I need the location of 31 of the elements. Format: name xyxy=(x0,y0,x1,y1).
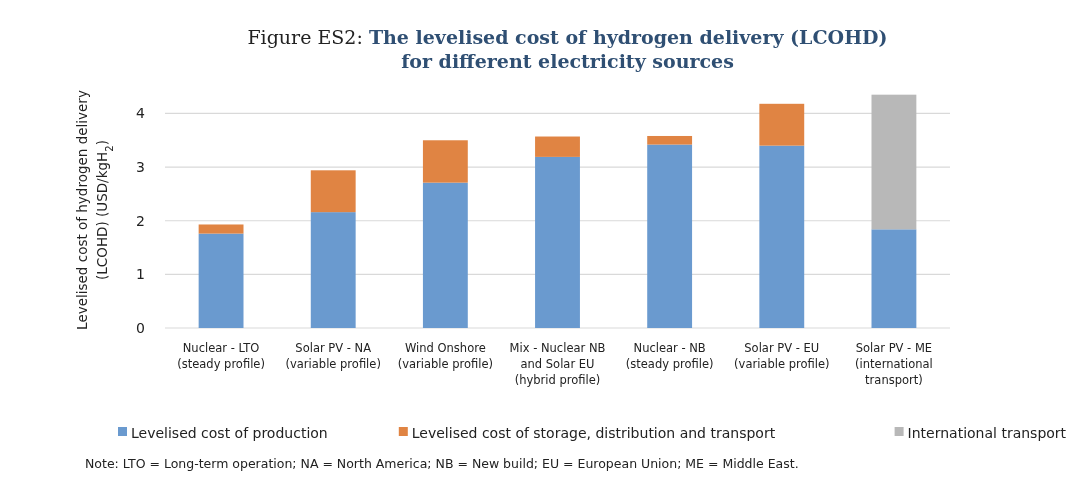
bar xyxy=(198,233,244,328)
y-tick-label: 0 xyxy=(136,319,145,336)
bar xyxy=(871,94,917,230)
x-tick-label: Nuclear - LTO (steady profile) xyxy=(177,341,265,371)
bar xyxy=(310,170,356,213)
bar xyxy=(871,229,917,328)
y-tick-label: 3 xyxy=(136,158,145,175)
x-tick-label: Solar PV - EU (variable profile) xyxy=(734,341,830,371)
x-tick-label: Solar PV - ME (international transport) xyxy=(855,341,933,387)
chart-title: Figure ES2: The levelised cost of hydrogen delivery (LCOHD) for different electricity sources xyxy=(247,26,888,72)
bar xyxy=(422,140,468,183)
bar xyxy=(759,145,805,328)
y-tick-label: 2 xyxy=(136,212,145,229)
x-tick-label: Mix - Nuclear NB and Solar EU (hybrid profile) xyxy=(509,341,606,387)
bar xyxy=(647,144,693,328)
legend-label: Levelised cost of storage, distribution and transport xyxy=(411,424,776,441)
y-tick-label: 4 xyxy=(136,105,146,122)
legend-label: International transport xyxy=(907,424,1067,441)
y-tick-label: 1 xyxy=(136,266,145,283)
bar xyxy=(535,136,580,157)
legend-label: Levelised cost of production xyxy=(131,424,328,441)
bar xyxy=(647,135,693,145)
bar xyxy=(422,182,468,328)
bar xyxy=(310,212,356,328)
bar xyxy=(535,156,580,328)
bar xyxy=(759,103,805,146)
text: Note: LTO = Long-term operation; NA = North America; NB = New build; EU = European Union; ME = Middle East. xyxy=(85,456,799,471)
x-tick-label: Solar PV - NA (variable profile) xyxy=(285,341,381,371)
x-tick-label: Nuclear - NB (steady profile) xyxy=(625,341,714,371)
bar xyxy=(198,224,244,234)
x-tick-label: Wind Onshore (variable profile) xyxy=(397,341,494,371)
